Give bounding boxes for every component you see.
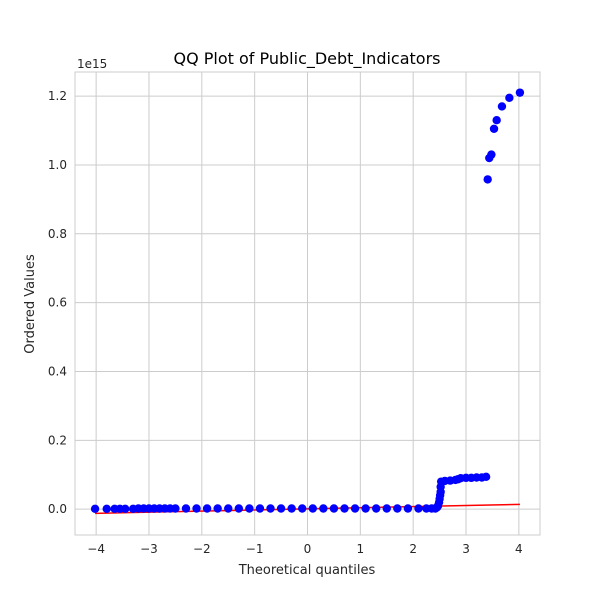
data-point [340,504,349,513]
data-point [489,124,499,133]
data-point [120,504,130,514]
y-tick-label: 0.4 [48,364,67,378]
data-point [487,150,496,159]
data-points [90,88,525,514]
data-point [245,504,254,513]
data-point [371,504,381,513]
x-tick-label: −1 [246,542,264,556]
y-axis-label: Ordered Values [23,254,38,354]
data-point [393,504,402,513]
x-tick-label: 3 [462,542,470,556]
data-point [276,504,286,513]
y-axis-offset-label: 1e15 [77,57,107,71]
data-point [266,504,275,513]
data-point [350,504,360,513]
data-point [483,175,492,184]
data-point [319,504,328,513]
chart-title: QQ Plot of Public_Debt_Indicators [173,49,440,69]
data-point [329,504,339,513]
data-point [492,115,501,125]
data-point [414,504,423,513]
x-tick-label: 0 [304,542,312,556]
data-point [192,504,201,513]
data-point [308,504,317,513]
data-point [234,504,244,513]
data-point [382,504,391,513]
data-point [202,504,212,513]
data-point [505,93,514,103]
data-point [298,504,307,513]
y-axis-ticks: 0.0 0.2 0.4 0.6 0.8 1.0 1.2 [48,89,67,516]
x-tick-label: −4 [87,542,105,556]
data-point [515,88,525,97]
x-tick-label: 1 [357,542,365,556]
data-point [481,472,491,482]
x-axis-label: Theoretical quantiles [238,563,376,578]
data-point [361,504,370,513]
data-point [287,504,296,513]
y-tick-label: 1.0 [48,158,67,172]
plot-area [74,71,541,536]
y-tick-label: 0.6 [48,296,67,310]
data-point [224,504,233,513]
data-point [403,504,413,513]
y-tick-label: 0.0 [48,502,67,516]
data-point [102,504,111,514]
data-point [497,102,507,111]
data-point [171,504,180,513]
data-point [213,504,222,513]
data-point [90,504,100,514]
y-tick-label: 0.2 [48,433,67,447]
x-tick-label: −3 [140,542,158,556]
x-axis-ticks: −4 −3 −2 −1 0 1 2 3 4 [87,542,522,556]
x-tick-label: −2 [193,542,211,556]
data-point [255,504,265,513]
grid-lines [75,72,540,535]
y-tick-label: 0.8 [48,227,67,241]
data-point [181,504,191,513]
x-tick-label: 2 [409,542,417,556]
y-tick-label: 1.2 [48,89,67,103]
x-tick-label: 4 [515,542,523,556]
